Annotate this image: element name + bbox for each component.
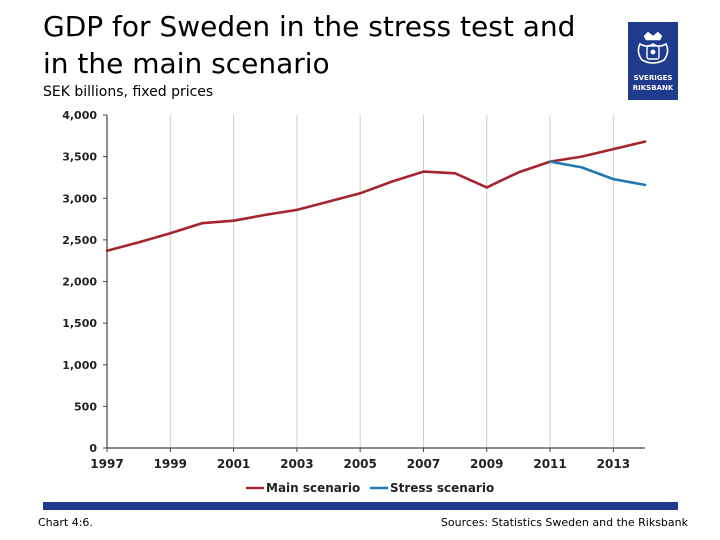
y-tick-label-3500: 3,500 [62, 151, 97, 164]
chart-title-line-2: in the main scenario [43, 47, 330, 80]
sveriges-riksbank-crest-icon [637, 31, 669, 64]
x-tick-label-2005: 2005 [343, 457, 376, 471]
x-tick-label-2013: 2013 [597, 457, 630, 471]
y-tick-label-1500: 1,500 [62, 317, 97, 330]
x-tick-label-2011: 2011 [533, 457, 566, 471]
chart-legend: Main scenario Stress scenario [246, 481, 494, 495]
chart-title-line-1: GDP for Sweden in the stress test and [43, 10, 576, 43]
y-tick-label-500: 500 [74, 400, 97, 413]
logo-text-line-2: RIKSBANK [633, 84, 674, 92]
legend-label-main-scenario: Main scenario [266, 481, 360, 495]
riksbank-logo: SVERIGES RIKSBANK [628, 22, 678, 100]
y-tick-label-4000: 4,000 [62, 109, 97, 122]
chart-title: GDP for Sweden in the stress test and in… [43, 8, 623, 82]
x-tick-label-2001: 2001 [217, 457, 250, 471]
chart-sources: Sources: Statistics Sweden and the Riksb… [440, 516, 688, 529]
x-tick-label-2007: 2007 [407, 457, 440, 471]
y-tick-label-3000: 3,000 [62, 192, 97, 205]
x-tick-label-2009: 2009 [470, 457, 503, 471]
chart-grid [169, 115, 614, 448]
x-tick-label-1999: 1999 [154, 457, 187, 471]
y-tick-label-2000: 2,000 [62, 276, 97, 289]
chart-series [105, 140, 647, 252]
y-axis-ticks: 0 500 1,000 1,500 2,000 2,500 3,000 3,500 4,000 [62, 109, 107, 455]
chart-number: Chart 4:6. [38, 516, 93, 529]
legend-label-stress-scenario: Stress scenario [390, 481, 494, 495]
y-tick-label-1000: 1,000 [62, 359, 97, 372]
x-axis-ticks: 1997 1999 2001 2003 2005 2007 2009 2011 2013 [90, 448, 630, 471]
logo-text-line-1: SVERIGES [634, 74, 673, 82]
y-tick-label-0: 0 [89, 442, 97, 455]
series-line-stress-scenario [548, 160, 647, 187]
series-line-main-scenario [105, 140, 647, 252]
x-tick-label-2003: 2003 [280, 457, 313, 471]
x-tick-label-1997: 1997 [90, 457, 123, 471]
y-tick-label-2500: 2,500 [62, 234, 97, 247]
chart-subtitle: SEK billions, fixed prices [43, 84, 214, 100]
footer-divider-bar [43, 502, 678, 510]
